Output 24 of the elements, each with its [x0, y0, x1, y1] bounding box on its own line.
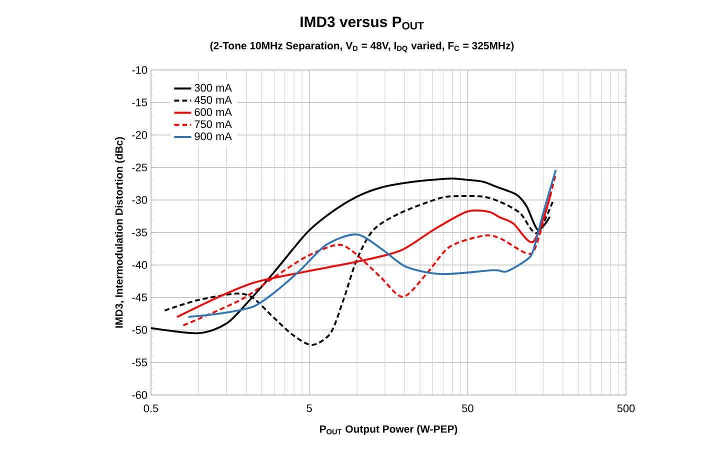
y-tick-label: -35	[132, 228, 148, 236]
legend-label: 450 mA	[194, 96, 232, 104]
y-tick-label: -10	[132, 66, 148, 74]
y-tick-label: -45	[132, 294, 148, 302]
x-tick-label: 0.5	[144, 404, 158, 412]
legend-label: 900 mA	[194, 132, 232, 140]
y-tick-label: -55	[132, 358, 148, 366]
x-tick-label: 500	[617, 404, 635, 412]
chart-subtitle: (2-Tone 10MHz Separation, V$_{D}$ = 48V, I$_{DQ}$ varied, F$_{C}$ = 325MHz)	[210, 42, 514, 52]
y-tick-label: -25	[132, 164, 148, 172]
x-tick-label: 50	[462, 404, 474, 412]
y-tick-label: -60	[132, 391, 148, 399]
y-tick-label: -15	[132, 98, 148, 106]
chart-title: IMD3 versus P$_{OUT}$	[300, 16, 424, 30]
legend-label: 750 mA	[194, 120, 232, 128]
x-tick-label: 5	[306, 404, 312, 412]
legend-label: 300 mA	[194, 84, 232, 92]
y-tick-label: -30	[132, 196, 148, 204]
x-axis-title: P$_{OUT}$ Output Power (W-PEP)	[320, 425, 458, 435]
y-tick-label: -20	[132, 131, 148, 139]
y-tick-label: -40	[132, 261, 148, 269]
y-tick-label: -50	[132, 326, 148, 334]
legend-label: 600 mA	[194, 108, 232, 116]
y-axis-title: IMD3, Intermodulation Distortion (dBc)	[115, 137, 125, 328]
